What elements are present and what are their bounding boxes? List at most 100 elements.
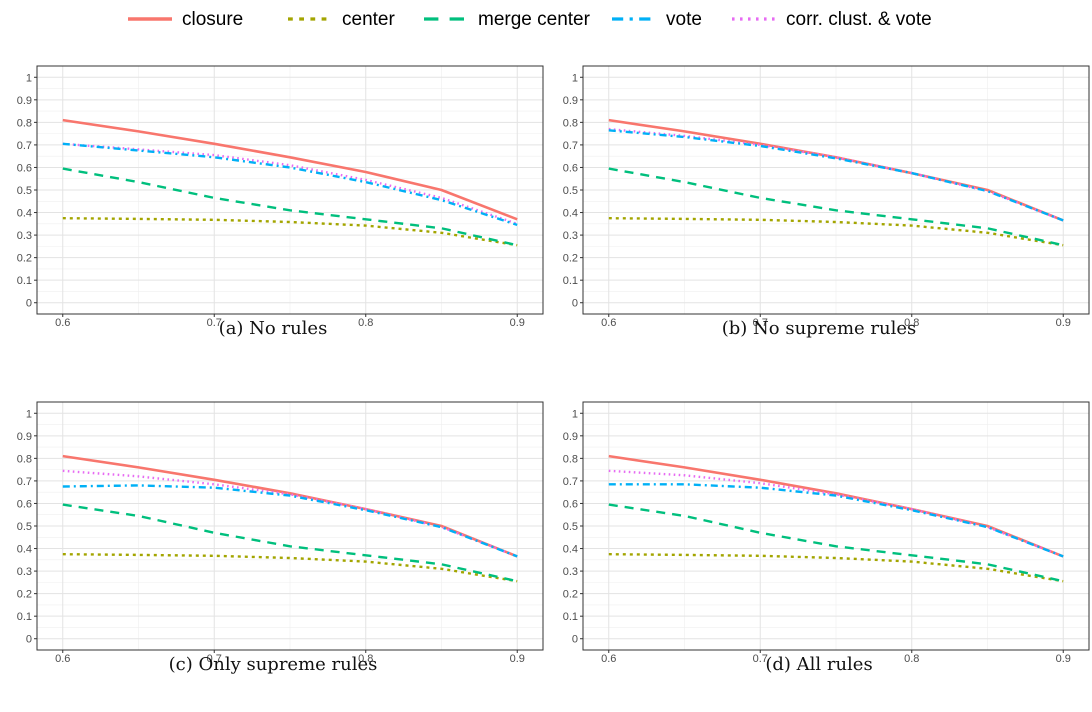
chart-svg: 0 0.1 0.2 0.3 0.4 0.5 0.6 0.7 0.8 0.9 1 0.6 0.7 0.8 0.… <box>17 65 544 329</box>
y-tick-label: 1 <box>26 72 32 84</box>
y-tick-label: 0 <box>26 634 32 646</box>
y-tick-label: 0.5 <box>563 185 578 197</box>
series-line-corr-clust-vote <box>608 127 1064 222</box>
y-tick-label: 0 <box>572 298 578 310</box>
y-tick-label: 0.3 <box>563 566 578 578</box>
chart-svg: 0 0.1 0.2 0.3 0.4 0.5 0.6 0.7 0.8 0.9 1 0.6 0.7 0.8 0.… <box>563 401 1090 665</box>
y-tick-label: 0.3 <box>563 230 578 242</box>
series-line-closure <box>62 454 518 558</box>
legend-label: merge center <box>478 9 590 30</box>
x-tick-label: 0.6 <box>601 653 616 665</box>
y-tick-label: 0.9 <box>563 431 578 443</box>
x-tick-label: 0.9 <box>510 317 525 329</box>
x-tick-label: 0.8 <box>358 653 373 665</box>
legend-key <box>424 17 468 21</box>
x-tick-label: 0.6 <box>601 317 616 329</box>
y-tick-label: 0.7 <box>563 476 578 488</box>
series-line-merge-center <box>62 167 518 247</box>
series-line-center <box>608 217 1064 247</box>
x-tick-label: 0.6 <box>55 317 70 329</box>
y-tick-label: 0.1 <box>563 275 578 287</box>
y-tick-label: 0.2 <box>17 589 32 601</box>
legend-label: vote <box>666 9 702 30</box>
panel-no-supreme-rules: 0 0.1 0.2 0.3 0.4 0.5 0.6 0.7 0.8 0.9 1 0.6 0.7 0.8 0.… <box>546 58 1092 374</box>
y-tick-label: 1 <box>572 72 578 84</box>
series-line-merge-center <box>608 167 1064 247</box>
y-tick-label: 0.6 <box>17 162 32 174</box>
chart-svg: 0 0.1 0.2 0.3 0.4 0.5 0.6 0.7 0.8 0.9 1 0.6 0.7 0.8 0.… <box>17 401 544 665</box>
legend-key <box>732 17 776 21</box>
series-line-corr-clust-vote <box>62 142 518 225</box>
y-tick-label: 0.8 <box>563 453 578 465</box>
y-tick-label: 0.5 <box>563 521 578 533</box>
x-tick-label: 0.7 <box>753 653 768 665</box>
panel-caption: (b) No supreme rules <box>721 318 917 339</box>
y-tick-label: 0.1 <box>563 611 578 623</box>
y-tick-label: 0.5 <box>17 521 32 533</box>
y-tick-label: 0.3 <box>17 566 32 578</box>
y-tick-label: 0.4 <box>563 208 578 220</box>
y-tick-label: 0.9 <box>17 431 32 443</box>
x-tick-label: 0.9 <box>1056 317 1071 329</box>
y-tick-label: 0 <box>572 634 578 646</box>
x-tick-label: 0.7 <box>207 653 222 665</box>
series-line-merge-center <box>62 503 518 583</box>
series-line-corr-clust-vote <box>62 469 518 558</box>
y-tick-label: 0.7 <box>17 140 32 152</box>
y-tick-label: 0.8 <box>563 117 578 129</box>
series-line-center <box>62 217 518 247</box>
series-line-merge-center <box>608 503 1064 583</box>
panel-caption: (c) Only supreme rules <box>168 654 378 675</box>
x-tick-label: 0.6 <box>55 653 70 665</box>
x-tick-label: 0.8 <box>358 317 373 329</box>
legend-label: center <box>342 9 395 30</box>
y-tick-label: 0.8 <box>17 453 32 465</box>
series-line-closure <box>608 118 1064 222</box>
legend-key <box>128 17 172 21</box>
y-tick-label: 0.4 <box>17 208 32 220</box>
y-tick-label: 0 <box>26 298 32 310</box>
series-line-closure <box>608 454 1064 558</box>
panel-caption: (a) No rules <box>218 318 328 339</box>
legend-label: corr. clust. & vote <box>786 9 932 30</box>
y-tick-label: 1 <box>26 408 32 420</box>
y-tick-label: 0.8 <box>17 117 32 129</box>
y-tick-label: 0.6 <box>563 498 578 510</box>
panel-only-supreme-rules: 0 0.1 0.2 0.3 0.4 0.5 0.6 0.7 0.8 0.9 1 0.6 0.7 0.8 0.… <box>0 394 546 710</box>
y-tick-label: 0.1 <box>17 611 32 623</box>
y-tick-label: 0.2 <box>563 589 578 601</box>
chart-svg: 0 0.1 0.2 0.3 0.4 0.5 0.6 0.7 0.8 0.9 1 0.6 0.7 0.8 0.… <box>563 65 1090 329</box>
y-tick-label: 0.9 <box>17 95 32 107</box>
series-line-vote <box>608 483 1064 558</box>
y-tick-label: 0.2 <box>563 253 578 265</box>
x-tick-label: 0.7 <box>207 317 222 329</box>
x-tick-label: 0.8 <box>904 653 919 665</box>
legend-key <box>612 17 656 21</box>
legend-key <box>288 17 332 21</box>
y-tick-label: 0.4 <box>17 544 32 556</box>
x-tick-label: 0.9 <box>510 653 525 665</box>
series-line-center <box>62 553 518 583</box>
y-tick-label: 1 <box>572 408 578 420</box>
x-tick-label: 0.7 <box>753 317 768 329</box>
y-tick-label: 0.7 <box>17 476 32 488</box>
series-line-closure <box>62 118 518 221</box>
y-tick-label: 0.6 <box>17 498 32 510</box>
y-tick-label: 0.9 <box>563 95 578 107</box>
y-tick-label: 0.3 <box>17 230 32 242</box>
y-tick-label: 0.2 <box>17 253 32 265</box>
y-tick-label: 0.7 <box>563 140 578 152</box>
y-tick-label: 0.1 <box>17 275 32 287</box>
x-tick-label: 0.8 <box>904 317 919 329</box>
panel-caption: (d) All rules <box>765 654 873 675</box>
y-tick-label: 0.4 <box>563 544 578 556</box>
series-line-corr-clust-vote <box>608 469 1064 558</box>
series-line-vote <box>62 484 518 558</box>
x-tick-label: 0.9 <box>1056 653 1071 665</box>
series-line-center <box>608 553 1064 583</box>
legend-label: closure <box>182 9 244 30</box>
y-tick-label: 0.5 <box>17 185 32 197</box>
panel-no-rules: 0 0.1 0.2 0.3 0.4 0.5 0.6 0.7 0.8 0.9 1 0.6 0.7 0.8 0.… <box>0 58 546 374</box>
panel-all-rules: 0 0.1 0.2 0.3 0.4 0.5 0.6 0.7 0.8 0.9 1 0.6 0.7 0.8 0.… <box>546 394 1092 710</box>
y-tick-label: 0.6 <box>563 162 578 174</box>
